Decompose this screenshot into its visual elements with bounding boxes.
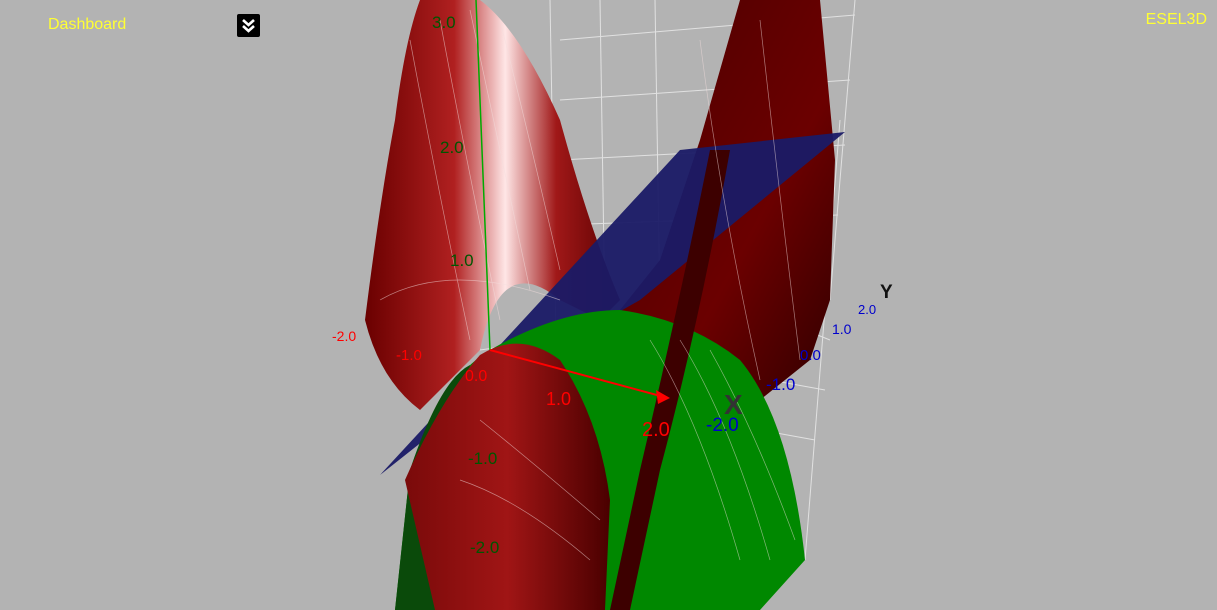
y-tick-neg2: -2.0 [706, 415, 739, 436]
surface-blue-plane [380, 132, 845, 475]
x-axis-name: X [724, 389, 743, 420]
y-tick-1: 1.0 [832, 321, 852, 337]
brand-logo-text: ESEL3D [1145, 11, 1207, 28]
x-axis-arrow [489, 349, 669, 399]
z-axis-line [475, 0, 491, 351]
y-tick-2: 2.0 [858, 302, 876, 317]
x-tick-0: 0.0 [465, 368, 487, 385]
surface-red-front [405, 343, 610, 610]
x-tick-neg1: -1.0 [396, 347, 422, 364]
z-tick-2: 2.0 [440, 138, 464, 157]
x-axis-arrowhead [656, 390, 670, 404]
surface-red-sheet [610, 150, 730, 610]
x-tick-2: 2.0 [642, 419, 670, 441]
x-tick-1: 1.0 [546, 389, 571, 409]
double-chevron-down-icon [242, 19, 255, 33]
z-tick-1: 1.0 [450, 251, 474, 270]
surface-red-left [365, 0, 620, 410]
z-tick-3: 3.0 [432, 13, 456, 32]
y-tick-neg1: -1.0 [766, 375, 795, 394]
x-tick-neg2: -2.0 [332, 328, 356, 344]
y-tick-0: 0.0 [800, 347, 821, 364]
dashboard-link[interactable]: Dashboard [48, 16, 127, 33]
expand-menu-button[interactable] [237, 14, 260, 37]
y-axis-name: Y [880, 282, 893, 303]
z-tick-neg2: -2.0 [470, 538, 499, 557]
z-tick-neg1: -1.0 [468, 449, 497, 468]
